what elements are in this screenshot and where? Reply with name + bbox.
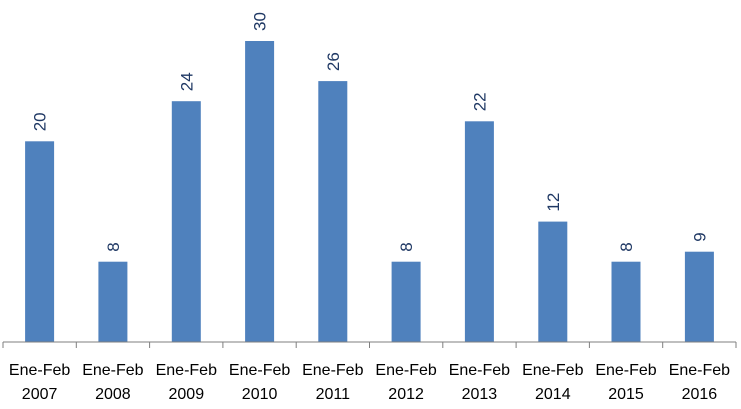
bar-2015 <box>611 261 641 342</box>
bar-2014 <box>538 221 568 342</box>
data-label-2010: 30 <box>251 12 270 31</box>
bars-layer <box>25 41 714 342</box>
tick-label-year-2010: 2010 <box>242 386 278 403</box>
bar-2016 <box>684 251 714 342</box>
tick-label-year-2012: 2012 <box>388 386 424 403</box>
tick-label-period-2009: Ene-Feb <box>156 362 217 379</box>
tick-label-period-2008: Ene-Feb <box>82 362 143 379</box>
tick-label-year-2007: 2007 <box>22 386 58 403</box>
bar-2007 <box>25 141 55 342</box>
data-label-2007: 20 <box>31 112 50 131</box>
tick-label-period-2016: Ene-Feb <box>669 362 730 379</box>
data-label-2009: 24 <box>177 72 196 91</box>
data-label-2008: 8 <box>104 242 123 251</box>
tick-label-period-2013: Ene-Feb <box>449 362 510 379</box>
tick-label-period-2014: Ene-Feb <box>522 362 583 379</box>
tick-label-year-2009: 2009 <box>169 386 205 403</box>
tick-label-year-2013: 2013 <box>462 386 498 403</box>
data-label-2011: 26 <box>324 52 343 71</box>
tick-label-year-2015: 2015 <box>608 386 644 403</box>
tick-label-period-2007: Ene-Feb <box>9 362 70 379</box>
bar-2009 <box>171 101 201 342</box>
tick-label-year-2011: 2011 <box>316 386 351 403</box>
bar-2012 <box>391 261 421 342</box>
tick-label-year-2014: 2014 <box>535 386 571 403</box>
tick-label-period-2011: Ene-Feb <box>302 362 363 379</box>
tick-label-year-2016: 2016 <box>682 386 718 403</box>
data-label-2016: 9 <box>690 232 709 241</box>
data-labels-layer: 20 8 24 30 26 8 22 12 8 9 <box>31 12 710 252</box>
data-label-2015: 8 <box>617 242 636 251</box>
x-axis-tick-labels-layer: Ene-Feb 2007 Ene-Feb 2008 Ene-Feb 2009 Ene-Feb… <box>9 362 730 403</box>
x-axis-ticks-layer <box>2 342 737 348</box>
bar-2010 <box>245 41 275 342</box>
bar-2008 <box>98 261 128 342</box>
tick-label-period-2012: Ene-Feb <box>375 362 436 379</box>
bar-2013 <box>464 121 494 342</box>
data-label-2012: 8 <box>397 242 416 251</box>
data-label-2013: 22 <box>470 92 489 111</box>
data-label-2014: 12 <box>544 193 563 212</box>
tick-label-year-2008: 2008 <box>95 386 131 403</box>
tick-label-period-2015: Ene-Feb <box>595 362 656 379</box>
bar-2011 <box>318 81 348 342</box>
tick-label-period-2010: Ene-Feb <box>229 362 290 379</box>
